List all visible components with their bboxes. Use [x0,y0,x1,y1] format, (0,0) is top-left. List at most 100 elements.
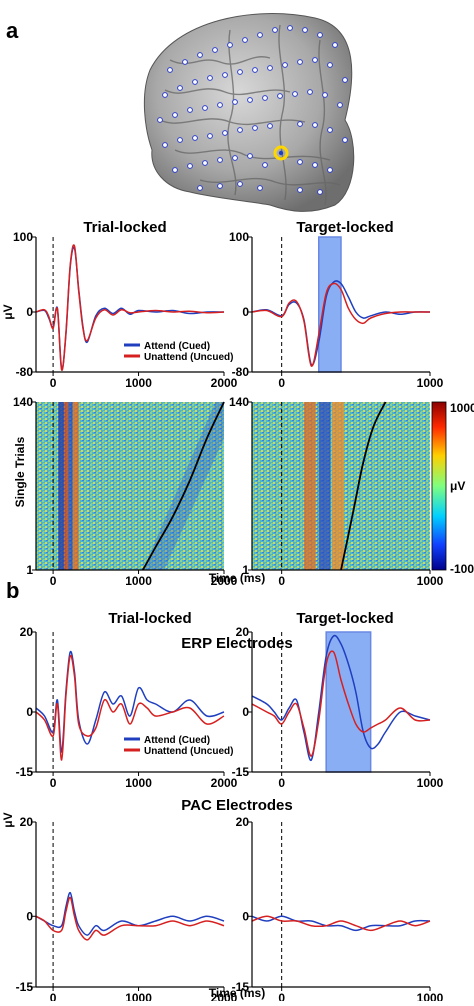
electrode-dot [337,102,343,108]
panel-b-letter: b [6,578,19,603]
electrode-dot [222,72,228,78]
b_pac_trial-ytick-label: 20 [20,815,34,829]
a_trial_heat-xtick-label: 1000 [125,574,152,588]
a-title-trial-locked: Trial-locked [83,219,166,236]
electrode-dot [192,79,198,85]
electrode-dot [312,122,318,128]
electrode-dot [342,77,348,83]
electrode-dot [162,142,168,148]
electrode-dot [292,91,298,97]
a_target_heat-ytick-label: 140 [229,395,249,409]
b_pac_target-xtick-label: 1000 [417,991,444,1001]
electrode-dot [297,121,303,127]
a_trial-xtick-label: 2000 [211,376,238,390]
electrode-dot [237,181,243,187]
a_trial_heat-rt-curve [142,401,225,571]
highlighted-electrode-center [278,150,284,156]
a_trial-xtick-label: 1000 [125,376,152,390]
b_trial-series-unattend [35,654,225,761]
electrode-dot [247,97,253,103]
electrode-dot [177,85,183,91]
electrode-dot [277,93,283,99]
a_target_heat-band [303,402,316,570]
electrode-dot [187,163,193,169]
electrode-dot [217,157,223,163]
electrode-dot [237,127,243,133]
electrode-dot [342,137,348,143]
single-trials-label: Single Trials [13,436,27,507]
a_trial_heat-band [72,402,79,570]
electrode-dot [252,125,258,131]
b_trial-xtick-label: 2000 [211,776,238,790]
electrode-dot [192,135,198,141]
b_target-xtick-label: 1000 [417,776,444,790]
b_target-ytick-label: 20 [236,625,250,639]
a_target-series-unattend [251,282,430,367]
electrode-dot [267,123,273,129]
a-xlabel-time: Time (ms) [209,571,265,585]
electrode-dot [237,69,243,75]
electrode-dot [332,42,338,48]
b_pac_target-ytick-label: -15 [232,980,250,994]
electrode-dot [317,189,323,195]
a_trial_heat-band [68,402,73,570]
b_pac_target-ytick-label: 20 [236,815,250,829]
a_trial_heat-xtick-label: 0 [50,574,57,588]
a_target_heat-xtick-label: 0 [278,574,285,588]
a_target_heat-ytick-label: 1 [242,563,249,577]
b-ylabel-uv: μV [1,812,15,827]
electrode-dot [297,59,303,65]
b_trial-ytick-label: -15 [16,765,34,779]
b_trial-xtick-label: 0 [50,776,57,790]
electrode-dot [262,95,268,101]
b_pac_target-xtick-label: 0 [278,991,285,1001]
colorbar-max: 1000 [450,401,474,415]
b_target-xtick-label: 0 [278,776,285,790]
electrode-dot [222,130,228,136]
a_target-xtick-label: 1000 [417,376,444,390]
a-ylabel-uv: μV [1,304,15,319]
electrode-dot [307,89,313,95]
a_trial-ytick-label: 0 [26,305,33,319]
b_pac_target-series-attend [251,915,431,932]
a_trial_heat-band [58,402,65,570]
b-legend-label: Unattend (Uncued) [144,746,233,757]
a_target_heat-band [318,402,331,570]
a-legend-label: Unattend (Uncued) [144,352,233,363]
electrode-dot [212,47,218,53]
electrode-dot [257,32,263,38]
electrode-dot [297,187,303,193]
electrode-dot [242,37,248,43]
electrode-dot [322,92,328,98]
highlighted-electrode [273,145,289,161]
electrode-dot [182,59,188,65]
electrode-dot [302,27,308,33]
electrode-dot [327,167,333,173]
colorbar-min: -100 [450,562,474,576]
b_pac_trial-ytick-label: 0 [26,909,33,923]
b_trial-xtick-label: 1000 [125,776,152,790]
b-xlabel-time: Time (ms) [209,986,265,1000]
a_target_heat-rt-curve [340,401,387,571]
a_trial_heat-band [64,402,69,570]
electrode-dot [207,133,213,139]
b_pac_trial-xtick-label: 1000 [125,991,152,1001]
electrode-dot [172,167,178,173]
a_target-ytick-label: 0 [242,305,249,319]
a_trial_heat-ytick-label: 1 [26,563,33,577]
electrode-dot [262,162,268,168]
b_pac_trial-ytick-label: -15 [16,980,34,994]
colorbar-unit: μV [450,479,465,493]
a_target-ytick-label: -80 [232,365,250,379]
b-legend-label: Attend (Cued) [144,735,210,746]
electrode-dot [327,127,333,133]
electrode-dot [187,107,193,113]
electrode-dot [177,137,183,143]
colorbar [431,401,447,571]
b-title-target-locked: Target-locked [296,610,393,627]
a_trial-series-unattend [35,244,225,371]
electrode-dot [282,62,288,68]
a_trial-ytick-label: -80 [16,365,34,379]
a_target-highlight-window [318,236,342,373]
